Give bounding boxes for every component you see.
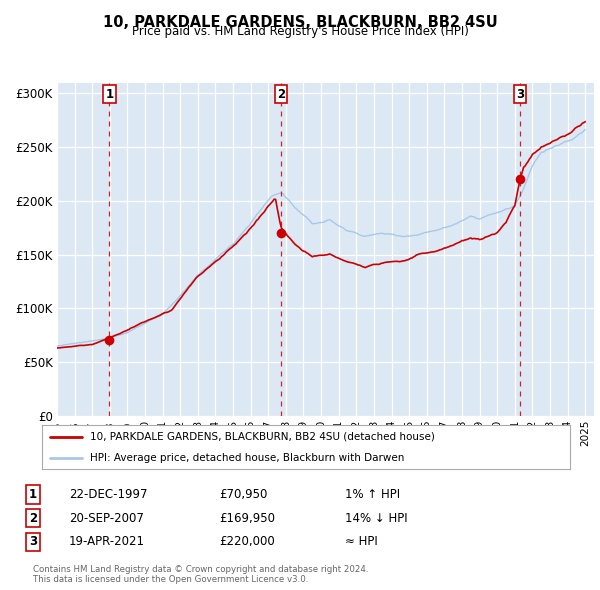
Text: 2: 2 [29,512,37,525]
Text: 2: 2 [277,87,285,101]
Text: 3: 3 [516,87,524,101]
Text: 1: 1 [29,488,37,501]
Text: 1: 1 [106,87,113,101]
Text: Price paid vs. HM Land Registry's House Price Index (HPI): Price paid vs. HM Land Registry's House … [131,25,469,38]
Text: HPI: Average price, detached house, Blackburn with Darwen: HPI: Average price, detached house, Blac… [89,453,404,463]
Text: Contains HM Land Registry data © Crown copyright and database right 2024.: Contains HM Land Registry data © Crown c… [33,565,368,574]
Text: 10, PARKDALE GARDENS, BLACKBURN, BB2 4SU: 10, PARKDALE GARDENS, BLACKBURN, BB2 4SU [103,15,497,30]
Text: ≈ HPI: ≈ HPI [345,535,378,548]
Text: This data is licensed under the Open Government Licence v3.0.: This data is licensed under the Open Gov… [33,575,308,584]
Text: £70,950: £70,950 [219,488,268,501]
Text: £220,000: £220,000 [219,535,275,548]
Text: 20-SEP-2007: 20-SEP-2007 [69,512,144,525]
Text: 3: 3 [29,535,37,548]
Text: 19-APR-2021: 19-APR-2021 [69,535,145,548]
Text: 10, PARKDALE GARDENS, BLACKBURN, BB2 4SU (detached house): 10, PARKDALE GARDENS, BLACKBURN, BB2 4SU… [89,432,434,442]
Text: 14% ↓ HPI: 14% ↓ HPI [345,512,407,525]
Text: 1% ↑ HPI: 1% ↑ HPI [345,488,400,501]
Text: £169,950: £169,950 [219,512,275,525]
Text: 22-DEC-1997: 22-DEC-1997 [69,488,148,501]
